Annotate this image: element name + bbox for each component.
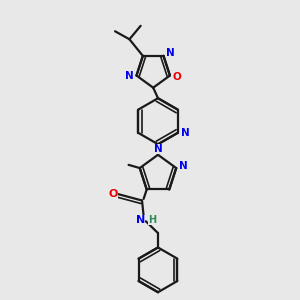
Text: N: N [125,70,134,80]
Text: N: N [179,161,188,171]
Text: O: O [109,189,118,199]
Text: N: N [136,215,145,225]
Text: N: N [166,48,175,58]
Text: N: N [181,128,189,138]
Text: O: O [172,72,181,82]
Text: N: N [154,144,162,154]
Text: H: H [148,215,156,225]
